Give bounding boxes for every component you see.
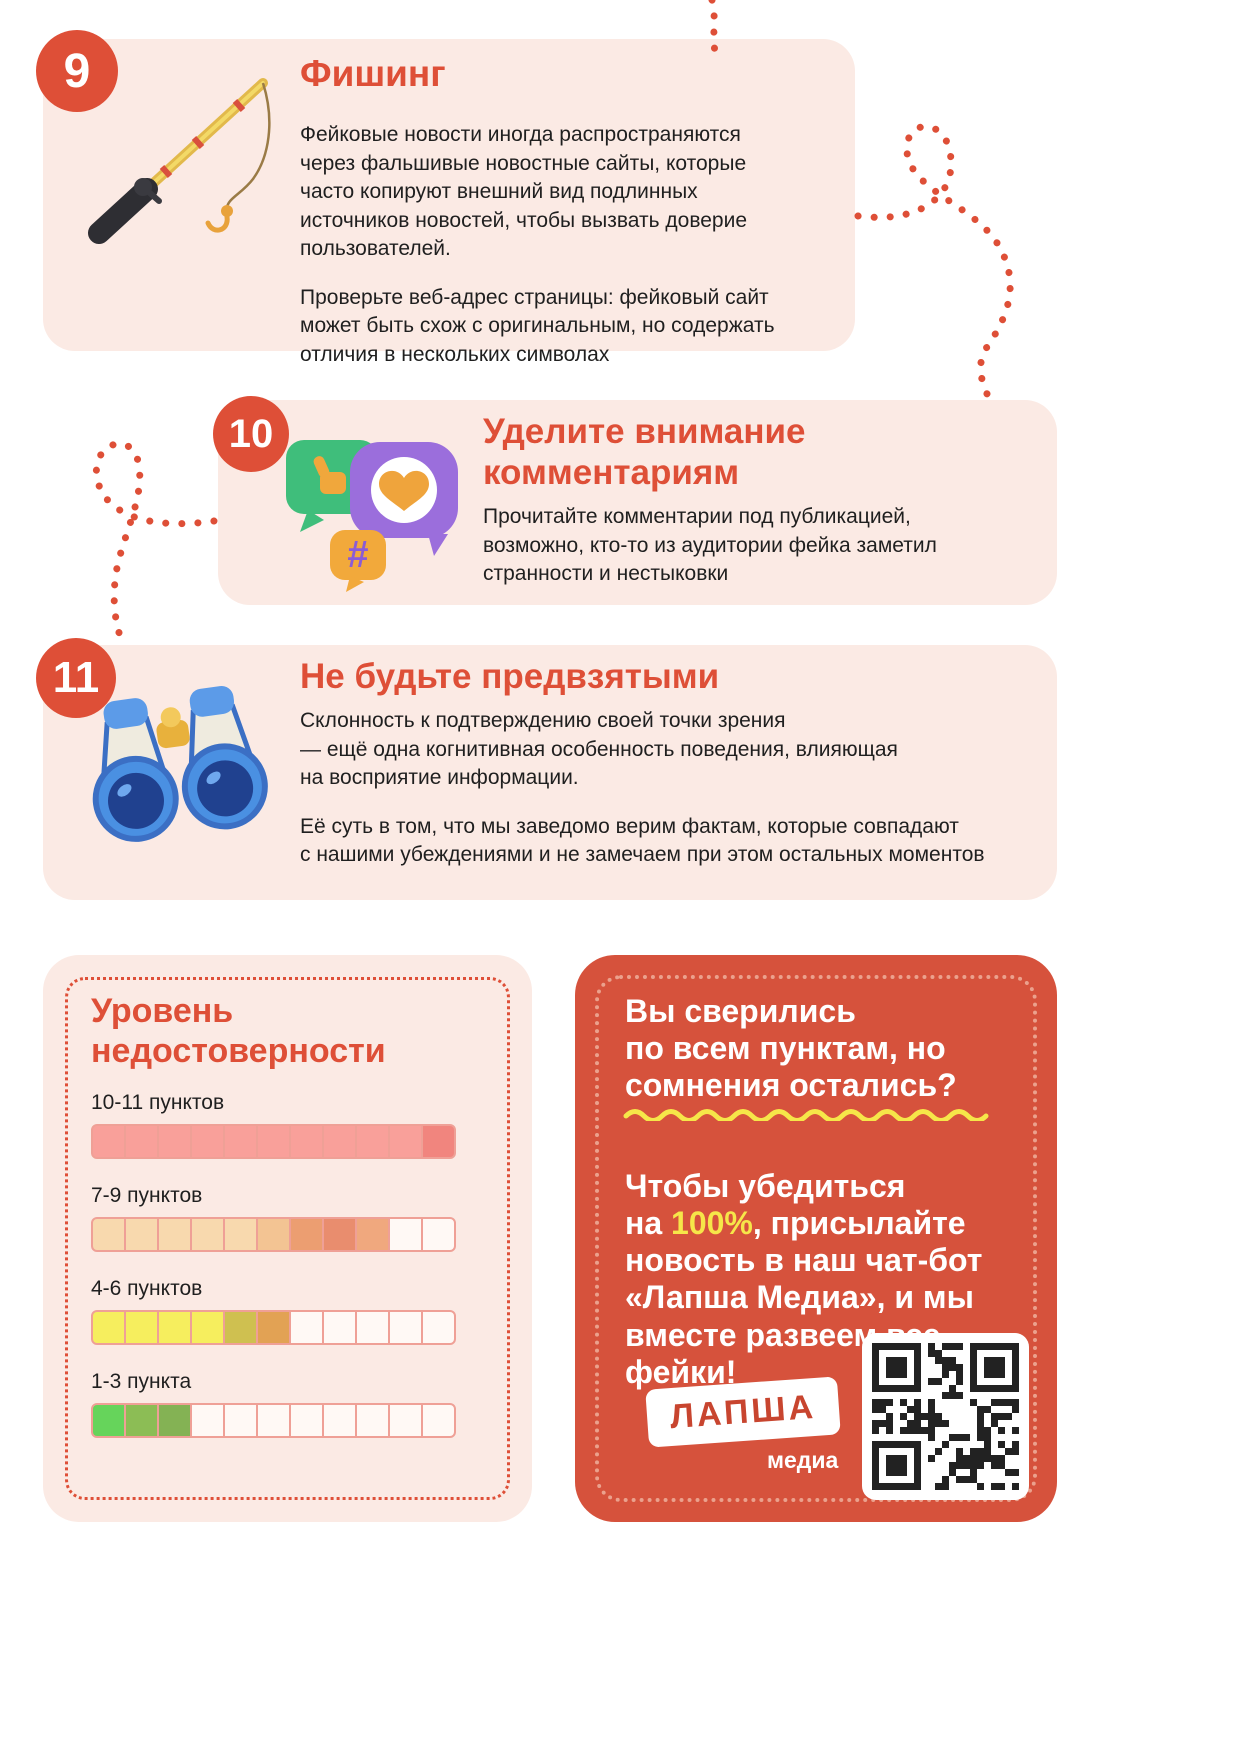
section-number-badge: 11 [36,638,116,718]
cta-card: Вы сверились по всем пунктам, но сомнени… [575,955,1057,1522]
scale-row: 1-3 пункта [91,1370,456,1438]
paragraph: Проверьте веб-адрес страницы: фейковый с… [300,285,775,366]
scale-cell [388,1310,423,1345]
scale-cell [322,1403,357,1438]
scale-cell [355,1217,390,1252]
scale-bar [91,1403,456,1438]
scale-cell [124,1403,159,1438]
scale-cell [190,1124,225,1159]
scale-cell [421,1124,456,1159]
section-body: Прочитайте комментарии под публикацией, … [483,503,1003,589]
scale-cell [388,1124,423,1159]
scale-cell [256,1124,291,1159]
scale-cell [124,1310,159,1345]
scale-cell [289,1217,324,1252]
section-number-badge: 10 [213,396,289,472]
scale-cell [322,1217,357,1252]
section-number-badge: 9 [36,30,118,112]
scale-row-label: 1-3 пункта [91,1370,192,1393]
scale-cell [355,1310,390,1345]
scale-cell [157,1403,192,1438]
scale-row: 10-11 пунктов [91,1091,456,1159]
cta-highlight: 100% [671,1205,753,1242]
scale-title: Уровень недостоверности [91,992,386,1071]
scale-cell [190,1217,225,1252]
scale-cell [91,1310,126,1345]
section-title: Уделите внимание комментариям [483,412,806,492]
unreliability-scale-card: Уровень недостоверности 10-11 пунктов 7-… [43,955,532,1522]
scale-cell [223,1403,258,1438]
scale-row: 4-6 пунктов [91,1277,456,1345]
cta-heading: Вы сверились по всем пунктам, но сомнени… [625,993,957,1104]
paragraph: Фейковые новости иногда распространяются… [300,123,748,261]
section-title: Фишинг [300,53,446,94]
scale-cell [124,1124,159,1159]
section-bias-card: Не будьте предвзятыми Склонность к подтв… [43,645,1057,900]
scale-cell [124,1217,159,1252]
scale-bar [91,1124,456,1159]
scale-cell [157,1217,192,1252]
section-body: Фейковые новости иногда распространяются… [300,121,845,369]
scale-cell [91,1217,126,1252]
scale-bar [91,1310,456,1345]
paragraph: Прочитайте комментарии под публикацией, … [483,505,937,586]
scale-cell [355,1403,390,1438]
scale-bar [91,1217,456,1252]
qr-code-icon [862,1333,1029,1500]
scale-cell [91,1403,126,1438]
scale-cell [157,1124,192,1159]
scale-cell [256,1403,291,1438]
section-body: Склонность к подтверждению своей точки з… [300,707,1030,870]
scale-cell [355,1124,390,1159]
scale-cell [256,1310,291,1345]
scale-cell [322,1124,357,1159]
cta-body-text: Чтобы убедиться на [625,1168,906,1242]
scale-cell [322,1310,357,1345]
scale-row-label: 4-6 пунктов [91,1277,203,1300]
dotted-border [595,975,1037,1502]
scale-cell [190,1403,225,1438]
dotted-border [65,977,510,1500]
chat-reactions-icon: # [278,412,468,597]
scale-cell [223,1310,258,1345]
lapsha-media-logo-subtitle: медиа [767,1447,839,1473]
paragraph: Её суть в том, что мы заведомо верим фак… [300,814,985,867]
scale-cell [157,1310,192,1345]
scale-cell [190,1310,225,1345]
scale-row-label: 10-11 пунктов [91,1091,225,1114]
section-phishing-card: Фишинг Фейковые новости иногда распростр… [43,39,855,366]
scale-cell [91,1124,126,1159]
svg-text:#: # [347,534,368,576]
scale-cell [223,1124,258,1159]
wavy-underline-decoration [623,1109,989,1121]
scale-cell [289,1403,324,1438]
scale-cell [421,1310,456,1345]
scale-row: 7-9 пунктов [91,1184,456,1252]
scale-rows: 10-11 пунктов 7-9 пунктов 4-6 пунктов 1-… [91,1091,456,1463]
scale-cell [223,1217,258,1252]
scale-cell [289,1310,324,1345]
scale-row-label: 7-9 пунктов [91,1184,203,1207]
cta-body: Чтобы убедиться на 100%, присылайте ново… [625,1131,1015,1391]
scale-cell [256,1217,291,1252]
binoculars-icon [68,663,283,848]
fishing-rod-icon [73,59,283,259]
scale-cell [421,1403,456,1438]
paragraph: Склонность к подтверждению своей точки з… [300,709,898,790]
scale-cell [421,1217,456,1252]
scale-cell [289,1124,324,1159]
scale-cell [388,1403,423,1438]
scale-cell [388,1217,423,1252]
section-comments-card: # Уделите внимание комментариям Прочитай… [218,400,1057,605]
cta-body-text: , присылайте новость в наш чат-бот «Лапш… [625,1205,983,1390]
section-title: Не будьте предвзятыми [300,657,720,696]
